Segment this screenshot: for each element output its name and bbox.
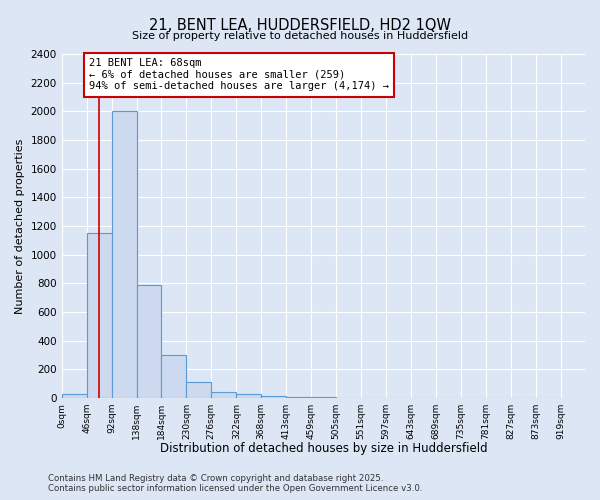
Text: Size of property relative to detached houses in Huddersfield: Size of property relative to detached ho… bbox=[132, 31, 468, 41]
Text: Contains HM Land Registry data © Crown copyright and database right 2025.: Contains HM Land Registry data © Crown c… bbox=[48, 474, 383, 483]
Bar bbox=[187, 382, 211, 398]
Bar bbox=[261, 396, 286, 398]
Bar bbox=[161, 355, 187, 398]
Bar bbox=[86, 233, 112, 398]
Bar bbox=[112, 112, 137, 398]
Text: Contains public sector information licensed under the Open Government Licence v3: Contains public sector information licen… bbox=[48, 484, 422, 493]
Bar bbox=[137, 285, 161, 398]
Bar bbox=[211, 392, 236, 398]
Bar bbox=[236, 394, 261, 398]
Text: 21, BENT LEA, HUDDERSFIELD, HD2 1QW: 21, BENT LEA, HUDDERSFIELD, HD2 1QW bbox=[149, 18, 451, 32]
Bar bbox=[62, 394, 86, 398]
Bar bbox=[286, 396, 311, 398]
Y-axis label: Number of detached properties: Number of detached properties bbox=[15, 138, 25, 314]
Text: 21 BENT LEA: 68sqm
← 6% of detached houses are smaller (259)
94% of semi-detache: 21 BENT LEA: 68sqm ← 6% of detached hous… bbox=[89, 58, 389, 92]
X-axis label: Distribution of detached houses by size in Huddersfield: Distribution of detached houses by size … bbox=[160, 442, 487, 455]
